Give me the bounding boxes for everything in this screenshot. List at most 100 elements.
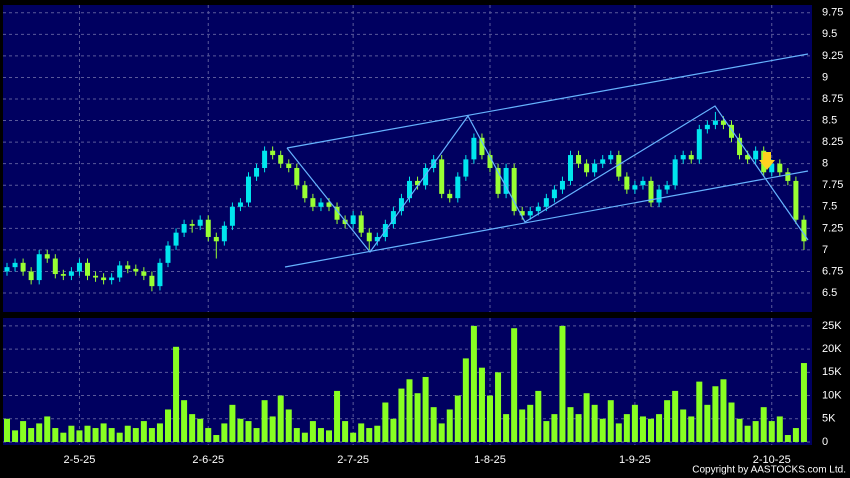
volume-bar	[366, 428, 373, 442]
volume-bar	[551, 414, 558, 442]
volume-bar	[478, 367, 485, 442]
volume-bar	[301, 432, 308, 442]
candle-body	[584, 163, 590, 173]
candle-body	[213, 236, 219, 242]
volume-bar	[800, 363, 807, 442]
volume-bar	[575, 414, 582, 442]
volume-bar	[398, 388, 405, 442]
candle-body	[310, 198, 316, 207]
candle-body	[294, 167, 300, 186]
candle-body	[696, 129, 702, 160]
candle-body	[133, 268, 139, 272]
channel-upper	[286, 53, 809, 149]
volume-bar	[631, 404, 638, 442]
volume-bar	[60, 432, 67, 442]
candle-body	[463, 159, 469, 177]
volume-bar	[720, 379, 727, 442]
volume-bar	[285, 409, 292, 442]
candle-body	[149, 275, 155, 287]
candle-body	[342, 219, 348, 225]
volume-bar	[92, 428, 99, 442]
volume-bar	[189, 414, 196, 442]
volume-bar	[768, 421, 775, 442]
volume-bar	[140, 421, 147, 442]
x-tick-label: 1-9-25	[619, 454, 651, 466]
volume-bar	[156, 423, 163, 442]
volume-bar	[623, 414, 630, 442]
volume-bar	[205, 428, 212, 442]
candle-body	[801, 219, 807, 242]
candle-body	[28, 271, 34, 281]
y-tick-label: 6.5	[822, 287, 837, 299]
candle-body	[592, 163, 598, 173]
candle-body	[423, 167, 429, 186]
candle-body	[439, 159, 445, 194]
volume-bar	[615, 423, 622, 442]
volume-bar	[28, 428, 35, 442]
candle-body	[471, 137, 477, 160]
volume-bar	[181, 400, 188, 442]
candle-body	[173, 232, 179, 246]
candle-body	[608, 155, 614, 160]
volume-bar	[704, 404, 711, 442]
candle-body	[793, 180, 799, 220]
volume-bar	[527, 404, 534, 442]
volume-bar	[36, 423, 43, 442]
volume-bar	[535, 390, 542, 442]
volume-bar	[519, 409, 526, 442]
channel-lower	[284, 170, 809, 268]
candle-body	[688, 155, 694, 160]
y-tick-label: 10K	[822, 389, 842, 401]
candle-body	[656, 189, 662, 203]
candle-body	[181, 224, 187, 233]
volume-bar	[12, 430, 19, 442]
volume-bar	[108, 428, 115, 442]
x-tick-label: 2-6-25	[192, 454, 224, 466]
volume-bar	[124, 425, 131, 442]
volume-bar	[245, 421, 252, 442]
candle-body	[487, 155, 493, 168]
zigzag	[286, 105, 809, 253]
volume-bar	[511, 328, 518, 442]
candle-body	[407, 180, 412, 199]
volume-bar	[390, 418, 397, 442]
candle-body	[237, 202, 243, 207]
candle-body	[519, 211, 525, 216]
candle-body	[704, 124, 710, 130]
volume-bar	[68, 425, 75, 442]
volume-bar	[454, 395, 461, 442]
y-tick-label: 9.25	[822, 50, 843, 62]
candle-body	[479, 137, 485, 156]
candle-body	[503, 167, 509, 194]
candle-body	[511, 167, 517, 212]
volume-bar	[132, 428, 139, 442]
volume-bar	[253, 428, 260, 442]
candle-body	[632, 185, 638, 190]
candle-body	[640, 180, 646, 186]
candle-body	[60, 274, 66, 276]
volume-bar	[672, 390, 679, 442]
marks	[4, 111, 807, 442]
y-tick-label: 7.75	[822, 179, 843, 191]
volume-bar	[317, 428, 324, 442]
candle-body	[141, 271, 147, 276]
candle-body	[527, 211, 533, 216]
candle-body	[769, 163, 775, 173]
volume-bar	[326, 430, 332, 442]
candle-body	[36, 254, 42, 281]
candle-body	[278, 155, 284, 164]
candle-body	[447, 193, 453, 199]
volume-bar	[229, 404, 236, 442]
y-tick-label: 7.5	[822, 201, 837, 213]
candle-body	[262, 150, 268, 168]
y-tick-label: 5K	[822, 413, 836, 425]
volume-bar	[656, 414, 663, 442]
volume-bar	[4, 418, 10, 442]
candle-body	[20, 262, 26, 272]
volume-bar	[487, 395, 493, 442]
candle-body	[616, 155, 622, 177]
volume-bar	[599, 418, 606, 442]
candle-body	[12, 262, 18, 268]
